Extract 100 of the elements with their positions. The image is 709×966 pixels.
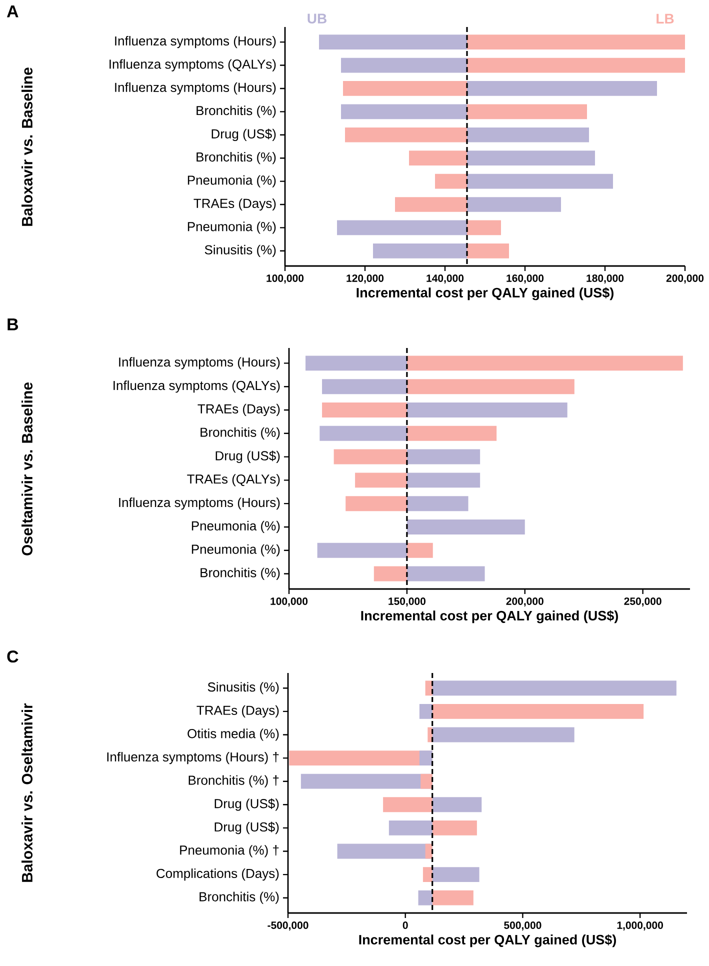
y-tick-label: TRAEs (Days) <box>196 705 279 718</box>
y-tick-label: Otitis media (%) <box>188 728 279 741</box>
y-tick-label: Pneumonia (%) <box>192 520 280 534</box>
text: C <box>7 650 18 663</box>
bar <box>422 867 432 882</box>
x-tick-label: 100,000 <box>266 274 304 284</box>
bar <box>406 542 433 558</box>
bar <box>419 750 432 766</box>
bar <box>435 174 467 189</box>
y-tick-label: Pneumonia (%) <box>188 222 276 234</box>
x-tick-label: 1,000,000 <box>617 922 663 930</box>
bar <box>418 890 432 906</box>
x-tick-label: 180,000 <box>586 274 624 284</box>
y-axis-title: Baloxavir vs. Oseltamivir <box>21 703 32 882</box>
bar <box>432 680 676 696</box>
bar <box>373 243 467 258</box>
bar <box>409 150 467 166</box>
bar <box>432 890 474 906</box>
bar <box>346 496 407 512</box>
bar <box>355 472 407 488</box>
y-tick-label: Influenza symptoms (Hours) <box>119 357 280 370</box>
x-tick-label: -500,000 <box>268 922 308 930</box>
y-tick-label: Bronchitis (%) † <box>188 775 279 788</box>
series-label: LB <box>656 14 674 24</box>
bar <box>406 426 497 441</box>
y-tick-label: Bronchitis (%) <box>200 568 280 580</box>
bar <box>322 379 407 394</box>
bar <box>388 820 432 836</box>
y-tick-label: Bronchitis (%) <box>196 106 276 118</box>
text: B <box>8 318 18 330</box>
bar <box>406 449 480 464</box>
bar <box>432 704 644 719</box>
bar <box>432 727 574 742</box>
x-tick-label: 140,000 <box>426 274 464 284</box>
bar <box>306 356 407 371</box>
x-tick-label: 200,000 <box>666 274 704 284</box>
y-tick-label: Drug (US$) <box>212 128 276 142</box>
bar <box>406 402 568 418</box>
series-label: UB <box>308 14 326 24</box>
y-tick-label: Pneumonia (%) <box>192 544 280 556</box>
x-axis-title: Incremental cost per QALY gained (US$) <box>356 287 614 300</box>
y-tick-label: Bronchitis (%) <box>200 892 279 904</box>
x-tick-label: 200,000 <box>506 598 544 606</box>
bar <box>320 426 407 441</box>
y-tick-label: TRAEs (Days) <box>194 198 276 211</box>
x-tick-label: 250,000 <box>624 598 662 606</box>
bar <box>342 81 467 96</box>
x-tick-label: 0 <box>402 922 408 929</box>
x-tick-label: 100,000 <box>270 598 308 606</box>
bar <box>432 820 477 836</box>
y-tick-label: Pneumonia (%) † <box>180 845 279 858</box>
bar <box>406 519 525 534</box>
y-tick-label: Sinusitis (%) <box>208 682 279 694</box>
bar <box>340 58 467 73</box>
y-tick-label: Sinusitis (%) <box>204 244 276 257</box>
bar <box>467 81 657 96</box>
bar <box>467 150 595 166</box>
bar <box>318 34 467 50</box>
y-tick-label: Drug (US$) <box>214 822 279 834</box>
bar <box>432 797 482 812</box>
x-tick-label: 120,000 <box>346 274 384 284</box>
bar <box>406 496 468 512</box>
y-tick-label: Influenza symptoms (Hours) † <box>107 752 279 764</box>
y-tick-label: Influenza symptoms (QALYs) <box>110 59 276 72</box>
y-tick-label: Drug (US$) <box>216 450 280 463</box>
y-tick-label: Complications (Days) <box>156 868 279 881</box>
y-tick-label: Influenza symptoms (QALYs) <box>114 380 280 393</box>
bar <box>467 127 589 142</box>
bar <box>432 867 480 882</box>
text: A <box>6 6 18 18</box>
bar <box>383 797 432 812</box>
bar <box>344 127 467 142</box>
bar <box>334 449 407 464</box>
y-tick-label: Pneumonia (%) <box>188 175 276 188</box>
y-tick-label: Bronchitis (%) <box>200 427 280 440</box>
bar <box>419 704 432 719</box>
bar <box>322 402 407 418</box>
bar <box>467 220 501 236</box>
bar <box>467 197 561 212</box>
bar <box>467 58 685 73</box>
bar <box>340 104 467 120</box>
bar <box>425 680 432 696</box>
y-tick-label: TRAEs (QALYs) <box>187 474 280 486</box>
bar <box>467 243 509 258</box>
bar <box>406 356 683 371</box>
x-tick-label: 150,000 <box>388 598 426 606</box>
y-tick-label: Influenza symptoms (Hours) <box>115 36 276 48</box>
bar <box>467 104 587 120</box>
bar <box>374 566 407 582</box>
bar <box>336 220 467 236</box>
bar <box>420 774 432 789</box>
bar <box>467 34 685 50</box>
bar <box>406 566 485 582</box>
x-axis-title: Incremental cost per QALY gained (US$) <box>359 934 616 948</box>
bar <box>406 472 480 488</box>
y-tick-label: Drug (US$) <box>214 798 279 811</box>
bar <box>395 197 467 212</box>
y-tick-label: TRAEs (Days) <box>198 404 280 416</box>
x-axis-title: Incremental cost per QALY gained (US$) <box>361 610 618 624</box>
x-tick-label: 500,000 <box>504 922 542 930</box>
